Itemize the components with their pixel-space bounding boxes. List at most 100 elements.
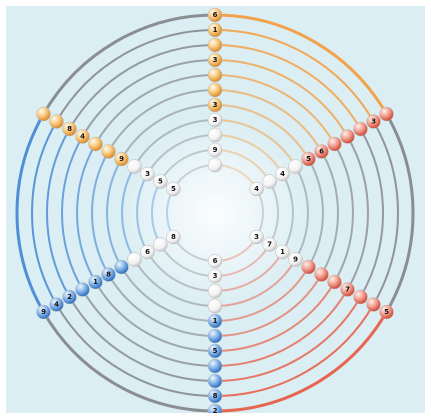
ball-shape xyxy=(75,129,90,144)
board-ball[interactable] xyxy=(207,373,223,389)
board-ball[interactable] xyxy=(353,121,368,137)
board-ball[interactable] xyxy=(207,358,223,374)
board-ball[interactable]: 4 xyxy=(49,297,64,312)
ball-number: 3 xyxy=(213,56,218,64)
board-ball[interactable] xyxy=(327,136,342,152)
ring-arc xyxy=(385,113,415,313)
ball-shape xyxy=(207,358,223,374)
ball-shape xyxy=(207,373,223,389)
ring-arc xyxy=(320,151,339,275)
board-ball[interactable] xyxy=(75,282,90,297)
ball-shape xyxy=(207,157,223,173)
board-ball[interactable] xyxy=(207,37,223,53)
board-ball[interactable] xyxy=(114,259,129,275)
board-ball[interactable] xyxy=(49,114,64,129)
board-ball[interactable]: 6 xyxy=(207,7,223,23)
ball-shape xyxy=(49,297,64,312)
ring-arc xyxy=(46,128,71,298)
board-ball[interactable]: 6 xyxy=(314,144,329,159)
ball-number: 5 xyxy=(213,347,218,355)
board-ball[interactable]: 3 xyxy=(207,112,223,128)
board-ball[interactable]: 3 xyxy=(207,52,223,68)
board-ball[interactable]: 7 xyxy=(340,282,355,297)
board-ball[interactable] xyxy=(314,267,329,282)
board-ball[interactable]: 8 xyxy=(101,267,116,282)
ball-number: 8 xyxy=(213,392,218,400)
board-ball[interactable] xyxy=(340,129,355,144)
ball-number: 4 xyxy=(80,133,85,141)
ball-shape xyxy=(114,259,129,275)
ball-shape xyxy=(101,144,116,159)
board-ball[interactable] xyxy=(207,82,223,98)
board-ball[interactable] xyxy=(153,237,168,252)
board-ball[interactable] xyxy=(366,297,381,312)
board-ball[interactable]: 3 xyxy=(249,229,264,245)
board-ball[interactable]: 1 xyxy=(275,244,290,260)
board-ball[interactable] xyxy=(207,298,223,314)
board-ball[interactable]: 3 xyxy=(207,268,223,284)
ball-number: 3 xyxy=(371,118,376,126)
ball-shape xyxy=(379,106,394,122)
board-ball[interactable]: 9 xyxy=(207,142,223,158)
board-ball[interactable] xyxy=(207,127,223,143)
ring-arc xyxy=(214,13,388,115)
ball-number: 6 xyxy=(145,248,150,256)
board-ball[interactable]: 3 xyxy=(366,114,381,129)
board-ball[interactable]: 4 xyxy=(75,129,90,144)
board-ball[interactable]: 5 xyxy=(166,181,181,197)
ring-arc xyxy=(81,288,216,367)
board-ball[interactable] xyxy=(207,157,223,173)
board-ball[interactable]: 3 xyxy=(140,166,155,182)
board-ball[interactable]: 7 xyxy=(262,237,277,252)
board-ball[interactable]: 1 xyxy=(207,22,223,38)
board-ball[interactable]: 9 xyxy=(36,304,51,320)
board-ball[interactable]: 5 xyxy=(301,151,316,167)
ring-arc xyxy=(214,59,349,138)
board-ball[interactable] xyxy=(101,144,116,159)
board-ball[interactable]: 2 xyxy=(62,289,77,305)
board-ball[interactable] xyxy=(262,174,277,189)
board-ball[interactable]: 5 xyxy=(153,174,168,189)
board-ball[interactable] xyxy=(207,328,223,344)
board-ball[interactable]: 1 xyxy=(88,274,103,290)
board-ball[interactable] xyxy=(379,106,394,122)
board-ball[interactable]: 8 xyxy=(166,229,181,245)
ring-arc xyxy=(359,128,384,298)
ring-arc xyxy=(214,296,362,382)
board-ball[interactable] xyxy=(353,289,368,305)
board-ball[interactable] xyxy=(36,106,51,122)
board-ball[interactable]: 8 xyxy=(207,388,223,404)
ring-arc xyxy=(55,303,216,397)
board-ball[interactable]: 6 xyxy=(140,244,155,260)
board-ball[interactable]: 9 xyxy=(114,151,129,167)
ball-shape xyxy=(140,244,155,260)
ball-shape xyxy=(207,343,223,359)
ring-arc xyxy=(91,151,110,275)
ring-arc xyxy=(214,119,297,168)
board-ball[interactable] xyxy=(288,159,303,174)
ball-number: 9 xyxy=(213,146,218,154)
board-ball[interactable]: 1 xyxy=(207,313,223,329)
board-ball[interactable]: 9 xyxy=(288,252,303,267)
board-ball[interactable]: 5 xyxy=(207,343,223,359)
board-ball[interactable]: 3 xyxy=(207,97,223,113)
board-ball[interactable]: 6 xyxy=(207,253,223,269)
ring-arc xyxy=(61,136,84,290)
board-ball[interactable]: 4 xyxy=(275,166,290,182)
ball-shape xyxy=(340,129,355,144)
ball-shape xyxy=(249,181,264,197)
board-ball[interactable]: 2 xyxy=(207,403,223,413)
board-ball[interactable] xyxy=(207,283,223,299)
board-ball[interactable]: 5 xyxy=(379,304,394,320)
ball-shape xyxy=(166,181,181,197)
ball-number: 3 xyxy=(213,101,218,109)
board-ball[interactable] xyxy=(127,252,142,267)
board-ball[interactable] xyxy=(301,259,316,275)
board-ball[interactable] xyxy=(207,67,223,83)
ring-arc xyxy=(214,74,336,145)
board-ball[interactable] xyxy=(127,159,142,174)
board-ball[interactable] xyxy=(327,274,342,290)
board-ball[interactable]: 8 xyxy=(62,121,77,137)
board-ball[interactable]: 4 xyxy=(249,181,264,197)
board-ball[interactable] xyxy=(88,136,103,152)
